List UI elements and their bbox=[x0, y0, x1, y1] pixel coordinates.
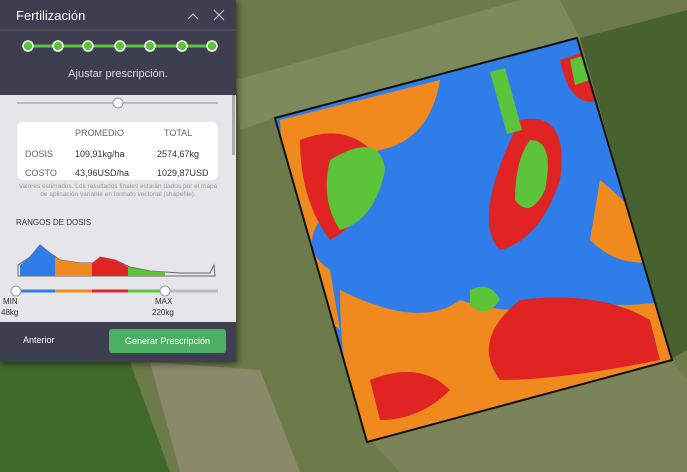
histogram-range bbox=[128, 267, 165, 276]
table-header: TOTAL bbox=[164, 128, 193, 138]
panel: Fertilización Ajustar prescripción. PROM… bbox=[0, 0, 236, 362]
min-value: 48kg bbox=[1, 308, 19, 317]
min-label: MIN bbox=[3, 297, 18, 306]
panel-title: Fertilización bbox=[16, 8, 86, 23]
panel-footer: Anterior Generar Prescripción bbox=[0, 322, 236, 362]
max-label: MAX bbox=[155, 297, 173, 306]
header-icons bbox=[0, 9, 236, 52]
histogram-range bbox=[55, 257, 92, 276]
step-dots bbox=[22, 40, 218, 52]
slider-handle[interactable] bbox=[112, 97, 124, 109]
histogram-range bbox=[20, 245, 55, 276]
field bbox=[0, 360, 170, 472]
max-handle[interactable] bbox=[159, 285, 171, 297]
field bbox=[150, 362, 300, 472]
step-label: Ajustar prescripción. bbox=[68, 68, 168, 80]
close-icon[interactable] bbox=[213, 9, 225, 21]
cell: 109,91kg/ha bbox=[75, 149, 125, 159]
scrollbar bbox=[232, 95, 235, 155]
field bbox=[372, 360, 687, 472]
field-boundary bbox=[273, 36, 674, 444]
field bbox=[236, 0, 580, 130]
section-title: RANGOS DE DOSIS bbox=[16, 218, 92, 227]
summary-table: PROMEDIO TOTAL DOSIS 109,91kg/ha 2574,67… bbox=[17, 122, 218, 180]
min-handle[interactable] bbox=[10, 285, 22, 297]
collapse-icon[interactable] bbox=[187, 13, 199, 20]
histogram-range bbox=[92, 257, 128, 276]
previous-button[interactable]: Anterior bbox=[23, 335, 55, 345]
table-header: PROMEDIO bbox=[75, 128, 125, 138]
row-label: DOSIS bbox=[25, 149, 54, 159]
cell: 1029,87USD bbox=[157, 168, 209, 178]
max-value: 220kg bbox=[152, 308, 174, 317]
generate-button[interactable]: Generar Prescripción bbox=[109, 329, 226, 353]
row-label: COSTO bbox=[25, 168, 57, 178]
field bbox=[580, 10, 687, 360]
note: Valores estimados. Los resultados finale… bbox=[18, 183, 218, 198]
panel-header: Fertilización Ajustar prescripción. bbox=[0, 0, 236, 95]
controls bbox=[10, 95, 235, 297]
cell: 43,96USD/ha bbox=[75, 168, 130, 178]
cell: 2574,67kg bbox=[157, 149, 200, 159]
